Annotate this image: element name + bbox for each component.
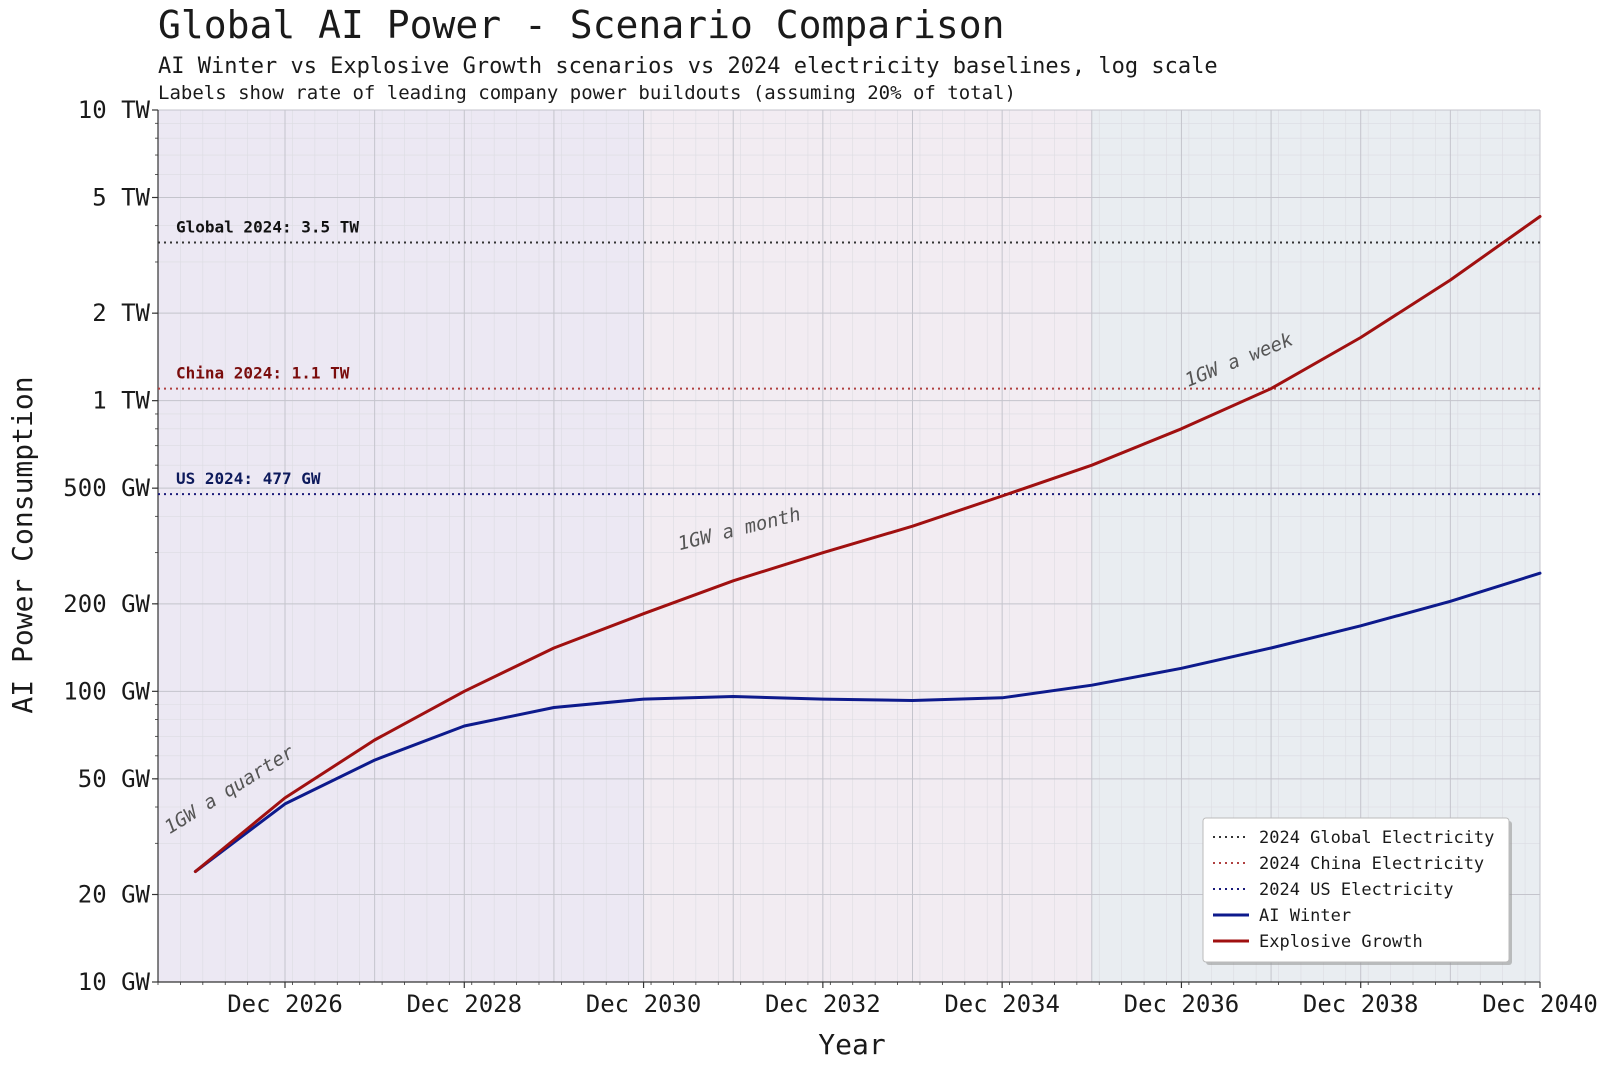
legend-label: 2024 China Electricity bbox=[1259, 854, 1484, 874]
y-tick-label: 10 GW bbox=[78, 968, 151, 996]
x-axis-label: Year bbox=[818, 1028, 885, 1061]
legend-label: 2024 Global Electricity bbox=[1259, 828, 1494, 848]
reference-line-label: China 2024: 1.1 TW bbox=[176, 364, 350, 383]
y-tick-label: 100 GW bbox=[63, 677, 150, 705]
x-tick-label: Dec 2040 bbox=[1482, 990, 1598, 1018]
y-tick-label: 20 GW bbox=[78, 881, 151, 909]
legend-box bbox=[1202, 817, 1510, 963]
x-tick-label: Dec 2032 bbox=[765, 990, 881, 1018]
x-tick-label: Dec 2034 bbox=[944, 990, 1060, 1018]
x-tick-label: Dec 2036 bbox=[1124, 990, 1240, 1018]
y-tick-label: 2 TW bbox=[92, 299, 150, 327]
legend-label: AI Winter bbox=[1259, 906, 1351, 926]
y-tick-label: 500 GW bbox=[63, 474, 150, 502]
x-tick-label: Dec 2030 bbox=[586, 990, 702, 1018]
grid bbox=[157, 109, 1541, 983]
legend: 2024 Global Electricity 2024 China Electr… bbox=[1202, 817, 1512, 965]
chart-title: Global AI Power - Scenario Comparison bbox=[158, 3, 1004, 47]
x-tick-label: Dec 2028 bbox=[406, 990, 522, 1018]
chart-subtitle-note: Labels show rate of leading company powe… bbox=[158, 82, 1016, 104]
y-tick-label: 10 TW bbox=[78, 96, 151, 124]
y-axis-label: AI Power Consumption bbox=[6, 376, 39, 713]
reference-line-label: Global 2024: 3.5 TW bbox=[176, 218, 359, 237]
reference-line-label: US 2024: 477 GW bbox=[176, 469, 321, 488]
y-tick-label: 1 TW bbox=[92, 387, 150, 415]
series-line bbox=[193, 215, 1542, 873]
series-line bbox=[193, 571, 1542, 873]
series-lines bbox=[193, 215, 1542, 873]
axes: 10 GW 20 GW 50 GW 100 GW 200 GW 500 GW 1 TW 2 T… bbox=[63, 96, 1598, 1018]
y-tick-label: 50 GW bbox=[78, 765, 151, 793]
reference-lines: Global 2024: 3.5 TW China 2024: 1.1 TW US … bbox=[158, 218, 1540, 496]
y-tick-label: 5 TW bbox=[92, 183, 150, 211]
chart-subtitle: AI Winter vs Explosive Growth scenarios … bbox=[158, 54, 1218, 79]
x-tick-label: Dec 2038 bbox=[1303, 990, 1419, 1018]
x-tick-label: Dec 2026 bbox=[227, 990, 343, 1018]
legend-label: 2024 US Electricity bbox=[1259, 880, 1453, 900]
legend-label: Explosive Growth bbox=[1259, 932, 1423, 952]
background-band-1 bbox=[158, 110, 644, 982]
y-tick-label: 200 GW bbox=[63, 590, 150, 618]
